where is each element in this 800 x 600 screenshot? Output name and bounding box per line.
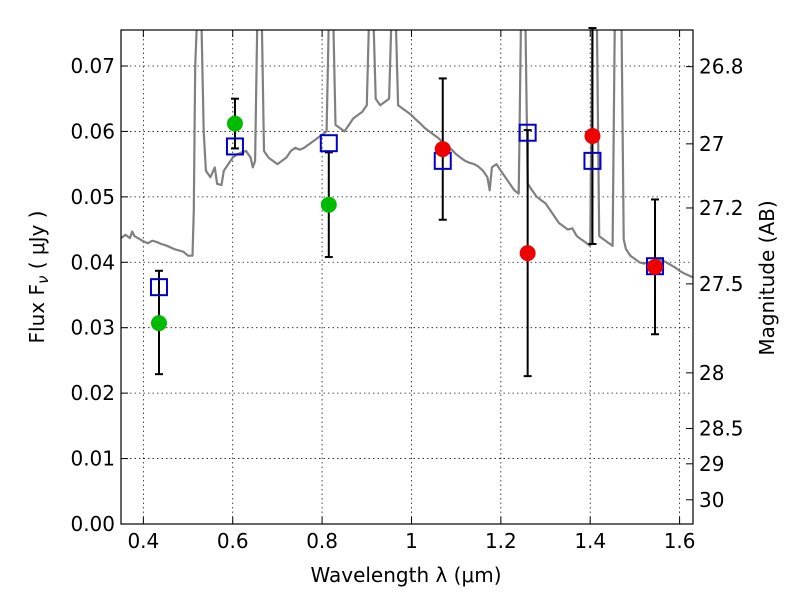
y-axis-label: Flux Fν ( μJy ): [25, 211, 52, 344]
y-axis-label-rest: ( μJy ): [25, 211, 49, 276]
x-axis-label: Wavelength λ (μm): [310, 563, 501, 587]
x-tick-label: 0.8: [306, 529, 338, 553]
model-square-marker: [583, 151, 602, 170]
red-data-point: [434, 141, 451, 158]
magnitude-tick-label: 26.8: [699, 55, 744, 79]
y-tick-label: 0.05: [70, 185, 115, 209]
model-square-marker: [518, 123, 537, 142]
y-tick-label: 0.06: [70, 119, 115, 143]
magnitude-tick-label: 27.5: [699, 272, 744, 296]
x-tick-label: 1.6: [664, 529, 696, 553]
y-tick-label: 0.07: [70, 54, 115, 78]
magnitude-tick-label: 27.2: [699, 196, 744, 220]
model-square-marker: [225, 137, 244, 156]
model-square-marker: [319, 134, 338, 153]
x-tick-label: 1.2: [485, 529, 517, 553]
grid-layer: [121, 30, 693, 525]
magnitude-tick-label: 29: [699, 452, 724, 476]
red-data-point: [584, 127, 601, 144]
y-tick-label: 0.00: [70, 512, 115, 536]
label-layer: Wavelength λ (μm) Flux Fν ( μJy ) Magnit…: [25, 200, 779, 587]
sed-curve: [121, 30, 693, 279]
magnitude-tick-label: 28: [699, 361, 724, 385]
y-axis-label-sub: ν: [34, 276, 52, 284]
plot-frame: [120, 29, 694, 525]
magnitude-tick-label: 30: [699, 488, 724, 512]
x-tick-label: 0.4: [127, 529, 159, 553]
magnitude-tick-label: 28.5: [699, 416, 744, 440]
marker-layer: [149, 115, 665, 332]
y-tick-label: 0.01: [70, 447, 115, 471]
y-tick-label: 0.02: [70, 381, 115, 405]
green-data-point: [226, 115, 243, 132]
error-bar-layer: [154, 27, 660, 378]
green-data-point: [320, 196, 337, 213]
green-data-point: [150, 315, 167, 332]
x-tick-label: 0.6: [217, 529, 249, 553]
magnitude-tick-label: 27: [699, 132, 724, 156]
axis-layer: 0.4 0.6 0.8 1 1.2 1.4 1.6 0.00 0.01 0.02 0.03 0.04 0…: [70, 29, 744, 553]
y-tick-label: 0.03: [70, 316, 115, 340]
red-data-point: [519, 245, 536, 262]
y-axis-label-main: Flux F: [25, 284, 49, 343]
model-square-marker: [149, 278, 168, 297]
red-data-point: [647, 258, 664, 275]
y-axis-right-label: Magnitude (AB): [755, 200, 779, 355]
x-tick-label: 1: [405, 529, 418, 553]
y-tick-label: 0.04: [70, 250, 115, 274]
x-tick-label: 1.4: [574, 529, 606, 553]
sed-curve-layer: [121, 30, 693, 279]
